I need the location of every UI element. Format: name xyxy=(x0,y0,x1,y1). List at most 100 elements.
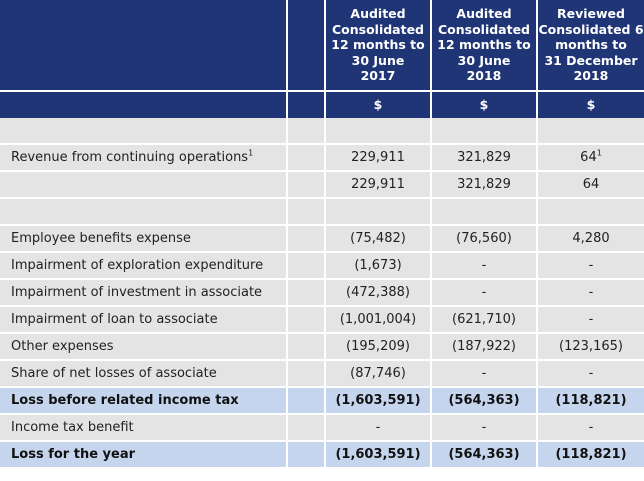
header-col-2017-line-1: Audited xyxy=(350,6,406,22)
header-col-2018-line-3: 12 months to xyxy=(437,37,531,53)
row-gap xyxy=(288,415,326,442)
table-row xyxy=(0,199,644,226)
header-col-2018-line-4: 30 June xyxy=(457,52,511,68)
row-value-dec-2018 xyxy=(538,199,644,226)
row-value-2017: - xyxy=(326,415,432,442)
row-value-2017: (1,673) xyxy=(326,253,432,280)
row-value-dec-2018: - xyxy=(538,307,644,334)
header-col-dec-2018: Reviewed Consolidated 6 months to 31 Dec… xyxy=(538,0,644,92)
currency-col-2018: $ xyxy=(432,92,538,118)
table-row: Revenue from continuing operations1 229,… xyxy=(0,145,644,172)
row-gap xyxy=(288,253,326,280)
row-gap xyxy=(288,226,326,253)
currency-col-2017: $ xyxy=(326,92,432,118)
table-row: Impairment of exploration expenditure (1… xyxy=(0,253,644,280)
table-row: Impairment of loan to associate (1,001,0… xyxy=(0,307,644,334)
row-label: Revenue from continuing operations1 xyxy=(0,145,288,172)
row-value-dec-2018: - xyxy=(538,253,644,280)
row-value-2017 xyxy=(326,199,432,226)
row-label: Loss before related income tax xyxy=(0,388,288,415)
row-value-2018 xyxy=(432,199,538,226)
currency-row: $ $ $ xyxy=(0,92,644,118)
table-row: 229,911 321,829 64 xyxy=(0,172,644,199)
row-value-text: 64 xyxy=(580,150,597,165)
row-value-2018: - xyxy=(432,361,538,388)
row-value-2018: - xyxy=(432,415,538,442)
currency-blank-gap xyxy=(288,92,326,118)
header-col-2017-line-5: 2017 xyxy=(360,68,396,84)
table-row: Impairment of investment in associate (4… xyxy=(0,280,644,307)
row-label xyxy=(0,118,288,145)
header-col-2017-line-2: Consolidated xyxy=(331,21,425,37)
row-value-dec-2018: (123,165) xyxy=(538,334,644,361)
row-value-2017: 229,911 xyxy=(326,145,432,172)
row-value-2018: - xyxy=(432,280,538,307)
header-col-2017-line-4: 30 June xyxy=(351,52,405,68)
table-row: Share of net losses of associate (87,746… xyxy=(0,361,644,388)
header-col-2018: Audited Consolidated 12 months to 30 Jun… xyxy=(432,0,538,92)
row-label: Impairment of loan to associate xyxy=(0,307,288,334)
row-value-2018: (187,922) xyxy=(432,334,538,361)
row-gap xyxy=(288,172,326,199)
header-blank-gap xyxy=(288,0,326,92)
row-label: Employee benefits expense xyxy=(0,226,288,253)
subtotal-row: Loss before related income tax (1,603,59… xyxy=(0,388,644,415)
table-row: Income tax benefit - - - xyxy=(0,415,644,442)
footnote-marker: 1 xyxy=(596,148,602,158)
row-value-2017: (1,603,591) xyxy=(326,388,432,415)
row-label-text: Revenue from continuing operations xyxy=(11,150,249,165)
row-label: Loss for the year xyxy=(0,442,288,469)
row-value-dec-2018: 64 xyxy=(538,172,644,199)
header-col-dec-2018-line-5: 2018 xyxy=(573,68,609,84)
row-label: Share of net losses of associate xyxy=(0,361,288,388)
header-col-2017: Audited Consolidated 12 months to 30 Jun… xyxy=(326,0,432,92)
row-gap xyxy=(288,361,326,388)
row-value-2018: (564,363) xyxy=(432,388,538,415)
row-value-2017: (472,388) xyxy=(326,280,432,307)
row-value-dec-2018: (118,821) xyxy=(538,442,644,469)
row-label: Impairment of exploration expenditure xyxy=(0,253,288,280)
row-value-2018: - xyxy=(432,253,538,280)
row-value-2017: 229,911 xyxy=(326,172,432,199)
header-col-dec-2018-line-3: months to xyxy=(555,37,627,53)
header-col-2017-line-3: 12 months to xyxy=(331,37,425,53)
row-gap xyxy=(288,334,326,361)
table-row xyxy=(0,118,644,145)
row-gap xyxy=(288,145,326,172)
table-row: Other expenses (195,209) (187,922) (123,… xyxy=(0,334,644,361)
row-gap xyxy=(288,442,326,469)
footnote-marker: 1 xyxy=(248,148,254,158)
row-gap xyxy=(288,388,326,415)
row-label xyxy=(0,199,288,226)
row-label: Income tax benefit xyxy=(0,415,288,442)
row-gap xyxy=(288,118,326,145)
row-value-dec-2018: 641 xyxy=(538,145,644,172)
row-value-dec-2018: - xyxy=(538,280,644,307)
header-col-2018-line-5: 2018 xyxy=(466,68,502,84)
row-value-dec-2018: 4,280 xyxy=(538,226,644,253)
row-label: Other expenses xyxy=(0,334,288,361)
table-row: Employee benefits expense (75,482) (76,5… xyxy=(0,226,644,253)
currency-col-dec-2018: $ xyxy=(538,92,644,118)
row-gap xyxy=(288,280,326,307)
row-value-2018: (76,560) xyxy=(432,226,538,253)
row-gap xyxy=(288,307,326,334)
total-row: Loss for the year (1,603,591) (564,363) … xyxy=(0,442,644,469)
income-statement-table: Audited Consolidated 12 months to 30 Jun… xyxy=(0,0,644,469)
row-value-2018: 321,829 xyxy=(432,145,538,172)
currency-blank-label xyxy=(0,92,288,118)
header-col-2018-line-2: Consolidated xyxy=(437,21,531,37)
row-label xyxy=(0,172,288,199)
row-value-2017 xyxy=(326,118,432,145)
row-value-dec-2018: - xyxy=(538,415,644,442)
row-value-dec-2018: - xyxy=(538,361,644,388)
header-col-dec-2018-line-4: 31 December xyxy=(544,52,638,68)
header-col-2018-line-1: Audited xyxy=(456,6,512,22)
header-blank-label xyxy=(0,0,288,92)
row-value-2017: (87,746) xyxy=(326,361,432,388)
row-value-dec-2018 xyxy=(538,118,644,145)
row-value-2017: (1,001,004) xyxy=(326,307,432,334)
row-value-dec-2018: (118,821) xyxy=(538,388,644,415)
row-value-2018: (564,363) xyxy=(432,442,538,469)
